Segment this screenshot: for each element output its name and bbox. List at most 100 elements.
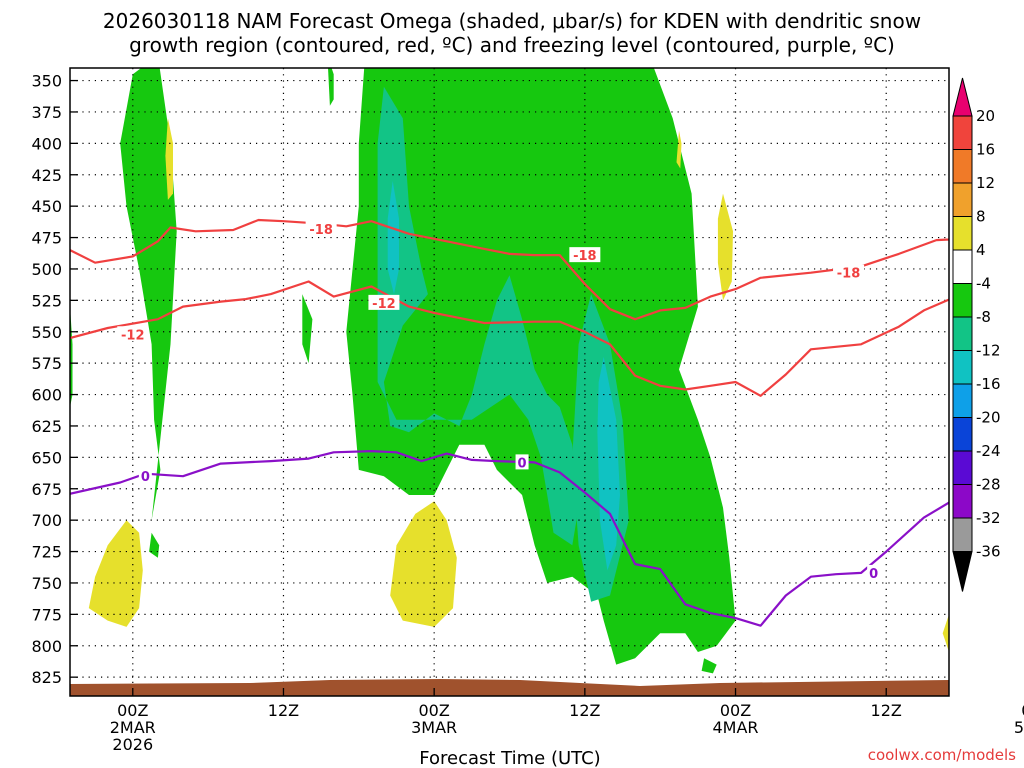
contour-label: -18 [309, 223, 333, 238]
colorbar-segment [952, 417, 973, 452]
terrain-ground [70, 679, 949, 696]
colorbar-bottom-arrow [952, 551, 973, 592]
y-tick-label: 600 [31, 386, 62, 405]
x-tick-label: 12Z [871, 701, 902, 720]
omega-region-16 [676, 130, 682, 169]
colorbar-segment [952, 216, 973, 251]
contour-label-bg [833, 264, 865, 280]
y-tick-label: 425 [31, 166, 62, 185]
contour-label: -18 [837, 267, 861, 282]
colorbar-label: -12 [976, 342, 1001, 360]
contour-label-bg [117, 326, 149, 342]
contour-label: 0 [518, 456, 527, 471]
colorbar-label: 8 [976, 208, 986, 226]
colorbar-segment [952, 249, 973, 284]
x-tick-label: 2MAR [110, 718, 156, 737]
x-tick-label: 00Z [1021, 701, 1024, 720]
colorbar-segment [952, 450, 973, 485]
omega-region-5 [346, 68, 736, 665]
x-tick-label: 12Z [268, 701, 299, 720]
x-tick-label: 3MAR [411, 718, 457, 737]
x-tick-label: 4MAR [713, 718, 759, 737]
colorbar-segment [952, 383, 973, 418]
y-tick-label: 725 [31, 543, 62, 562]
y-tick-label: 700 [31, 511, 62, 530]
colorbar-label: -4 [976, 275, 991, 293]
x-tick-label: 2026 [112, 735, 153, 754]
colorbar-label: 12 [976, 174, 995, 192]
x-tick-label: 5MAR [1014, 718, 1024, 737]
contour-label-bg [368, 294, 400, 310]
colorbar-label: -36 [976, 543, 1001, 561]
contour-label: -18 [573, 249, 597, 264]
y-tick-label: 575 [31, 354, 62, 373]
x-axis: 00Z2MAR202612Z00Z3MAR12Z00Z4MAR12Z00Z5MA… [110, 688, 1024, 754]
plot-frame [69, 67, 950, 697]
colorbar-segment [952, 283, 973, 318]
colorbar-label: -16 [976, 375, 1001, 393]
x-axis-label: Forecast Time (UTC) [419, 748, 600, 768]
temperature-contours [70, 218, 949, 627]
y-tick-label: 500 [31, 260, 62, 279]
colorbar-label: 16 [976, 141, 995, 159]
contour-label: 0 [869, 567, 878, 582]
omega-region-12 [597, 356, 620, 571]
y-tick-label: 650 [31, 448, 62, 467]
colorbar: 20 16 12 8 4 -4 -8 -12 -16 -20 -24 -28 -32 -36 [952, 77, 1001, 592]
y-tick-label: 550 [31, 323, 62, 342]
y-tick-label: 450 [31, 197, 62, 216]
contour-minus18-0 [70, 218, 949, 321]
contour-label-bg [305, 220, 337, 236]
colorbar-segment [952, 149, 973, 184]
colorbar-segment [952, 182, 973, 217]
y-tick-label: 625 [31, 417, 62, 436]
contour-label: 0 [141, 470, 150, 485]
omega-region-0 [120, 68, 177, 521]
omega-region-17 [717, 193, 733, 301]
contour-0-2 [70, 450, 949, 627]
colorbar-segment [952, 484, 973, 519]
omega-shading [70, 68, 949, 674]
x-tick-label: 00Z [117, 701, 148, 720]
x-tick-label: 00Z [720, 701, 751, 720]
y-tick-label: 675 [31, 480, 62, 499]
colorbar-label: -24 [976, 442, 1001, 460]
y-tick-label: 375 [31, 103, 62, 122]
y-axis: 350 375 400 425 450 475 500 525 550 575 600 625 650 6… [31, 72, 78, 687]
y-tick-label: 350 [31, 72, 62, 91]
colorbar-label: 4 [976, 241, 986, 259]
y-tick-label: 775 [31, 605, 62, 624]
chart-title-line-2: growth region (contoured, red, ºC) and f… [129, 33, 895, 57]
colorbar-label: -32 [976, 509, 1001, 527]
contour-labels: -18 -18 -18 -12 -12 0 0 0 [117, 220, 881, 582]
omega-region-3 [302, 294, 313, 364]
colorbar-label: 20 [976, 107, 995, 125]
colorbar-top-arrow [952, 77, 973, 117]
contour-label: -12 [121, 328, 145, 343]
omega-region-13 [88, 520, 143, 627]
colorbar-segment [952, 316, 973, 351]
credit-text: coolwx.com/models [868, 746, 1016, 764]
colorbar-segment [952, 517, 973, 552]
omega-region-6 [701, 658, 717, 674]
y-tick-label: 400 [31, 134, 62, 153]
colorbar-label: -8 [976, 308, 991, 326]
omega-region-4 [328, 68, 334, 106]
omega-region-19 [942, 614, 949, 652]
chart-title-line-1: 2026030118 NAM Forecast Omega (shaded, μ… [103, 9, 921, 33]
colorbar-label: -28 [976, 476, 1001, 494]
contour-label-bg [138, 468, 152, 484]
omega-region-14 [165, 118, 173, 200]
x-tick-label: 12Z [569, 701, 600, 720]
x-tick-label: 00Z [418, 701, 449, 720]
colorbar-label: -20 [976, 409, 1001, 427]
contour-label-bg [515, 454, 529, 470]
contour-minus12-1 [70, 280, 949, 397]
colorbar-segment [952, 115, 973, 150]
omega-region-8 [377, 86, 579, 546]
contour-label-bg [867, 564, 881, 580]
contour-label-bg [569, 247, 601, 263]
y-tick-label: 525 [31, 291, 62, 310]
y-tick-label: 800 [31, 637, 62, 656]
